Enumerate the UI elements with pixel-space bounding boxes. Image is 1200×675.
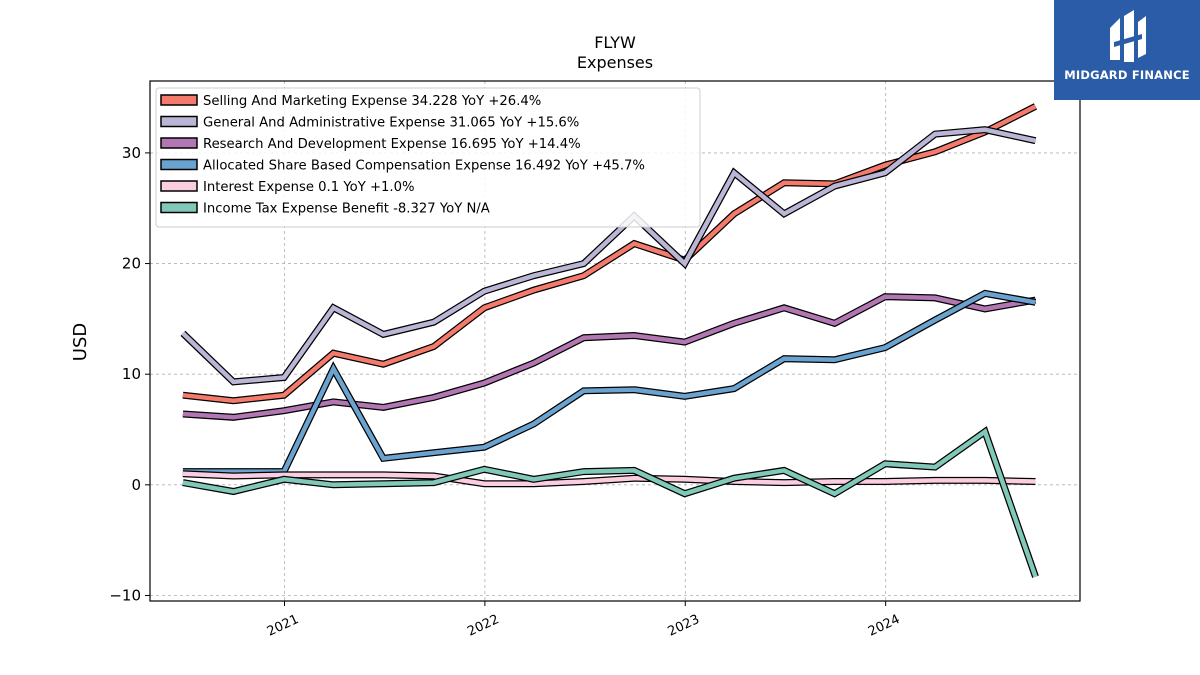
x-tick-label: 2023 bbox=[666, 612, 702, 640]
series-stroke bbox=[182, 471, 1036, 486]
logo-text: MIDGARD FINANCE bbox=[1064, 68, 1190, 82]
legend-label: Interest Expense 0.1 YoY +1.0% bbox=[203, 180, 415, 195]
series-outline bbox=[182, 426, 1039, 578]
series-line bbox=[182, 470, 1036, 488]
y-tick-label: 0 bbox=[131, 476, 141, 494]
legend-label: General And Administrative Expense 31.06… bbox=[203, 116, 579, 131]
legend-swatch bbox=[160, 94, 198, 106]
legend-swatch bbox=[160, 158, 198, 171]
series-line bbox=[182, 426, 1039, 578]
y-axis-label: USD bbox=[70, 323, 91, 361]
series-stroke bbox=[181, 127, 1036, 385]
legend-swatch bbox=[160, 115, 198, 128]
y-tick-label: 20 bbox=[122, 255, 141, 273]
legend: Selling And Marketing Expense 34.228 YoY… bbox=[155, 87, 701, 228]
x-tick-label: 2024 bbox=[866, 612, 902, 640]
series-stroke bbox=[182, 291, 1036, 474]
legend-swatch bbox=[160, 201, 198, 214]
series-outline bbox=[182, 289, 1037, 476]
series-layer bbox=[180, 103, 1039, 578]
y-tick-label: −10 bbox=[109, 586, 141, 604]
series-stroke bbox=[182, 428, 1038, 578]
y-tick-label: 10 bbox=[122, 365, 141, 383]
logo-mark-icon bbox=[1110, 10, 1146, 62]
x-tick-label: 2022 bbox=[465, 612, 501, 640]
legend-swatch bbox=[160, 180, 198, 192]
legend-frame bbox=[155, 87, 701, 228]
legend-label: Allocated Share Based Compensation Expen… bbox=[203, 159, 645, 174]
series-line bbox=[182, 293, 1037, 421]
legend-swatch bbox=[160, 137, 198, 149]
series-outline bbox=[182, 293, 1037, 421]
legend-label: Research And Development Expense 16.695 … bbox=[203, 137, 581, 152]
plot-frame bbox=[149, 80, 1081, 602]
series-line bbox=[182, 289, 1037, 476]
legend-label: Income Tax Expense Benefit -8.327 YoY N/… bbox=[203, 202, 490, 217]
series-stroke bbox=[182, 294, 1036, 420]
x-tick-label: 2021 bbox=[265, 612, 301, 640]
midgard-finance-logo: MIDGARD FINANCE bbox=[1054, 0, 1200, 100]
legend-label: Selling And Marketing Expense 34.228 YoY… bbox=[203, 94, 541, 109]
chart-title: FLYW bbox=[594, 33, 636, 52]
series-line bbox=[180, 126, 1037, 386]
chart-subtitle: Expenses bbox=[577, 53, 653, 72]
y-tick-label: 30 bbox=[122, 144, 141, 162]
